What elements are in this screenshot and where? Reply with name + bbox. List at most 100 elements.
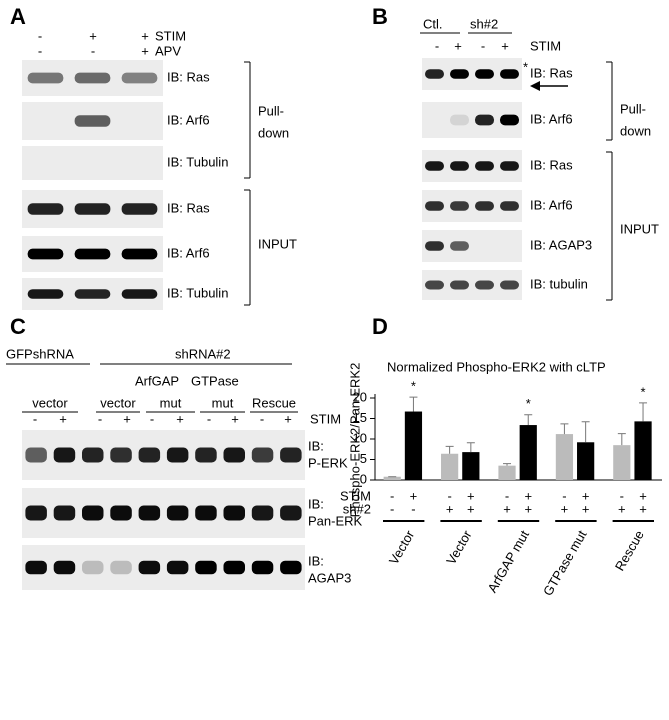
error-bar (503, 463, 512, 466)
band (195, 447, 217, 463)
band (27, 203, 64, 215)
condition-sign: - (38, 28, 42, 43)
band (27, 72, 64, 84)
blot-label: IB: Ras (530, 157, 573, 172)
band (475, 114, 494, 126)
y-tick-label: 0 (360, 471, 367, 486)
bracket-label: INPUT (620, 221, 659, 236)
blot-label: IB: Arf6 (530, 197, 573, 212)
band (138, 447, 161, 463)
condition-sign: + (503, 501, 511, 516)
band (223, 505, 246, 521)
condition-name: STIM (530, 38, 561, 53)
axis-label: Phospho-ERK2/Pan-ERK2 (347, 363, 362, 518)
band (110, 505, 132, 521)
blot-label: IB: tubulin (530, 276, 588, 291)
band (450, 201, 469, 211)
band (166, 560, 189, 575)
condition-sign: + (524, 501, 532, 516)
error-bar (409, 396, 418, 412)
condition-sign: - (435, 38, 439, 53)
lane-label: mut (212, 395, 234, 410)
condition-sign: + (524, 488, 532, 503)
band (121, 248, 158, 260)
band (121, 72, 158, 84)
condition-name: STIM (340, 488, 371, 503)
condition-sign: + (561, 501, 569, 516)
band (81, 560, 104, 575)
arrow-head (530, 81, 540, 91)
significance: * (526, 396, 531, 411)
group-label: sh#2 (470, 16, 498, 31)
band (475, 280, 494, 290)
group-label: Ctl. (423, 16, 443, 31)
band (425, 69, 444, 79)
blot-label: P-ERK (308, 455, 348, 470)
condition-sign: + (501, 38, 509, 53)
condition-name: sh#2 (343, 501, 371, 516)
error-bar (560, 423, 569, 435)
bracket-label: Pull- (258, 103, 284, 118)
error-bar (581, 421, 590, 443)
band (280, 447, 302, 463)
blot-label: IB: Arf6 (167, 245, 210, 260)
condition-sign: + (123, 411, 131, 426)
band (81, 447, 104, 463)
band (138, 560, 161, 575)
band (280, 505, 302, 521)
band (121, 289, 158, 299)
blot-label: AGAP3 (308, 570, 351, 585)
condition-sign: - (390, 501, 394, 516)
condition-sign: + (176, 411, 184, 426)
condition-sign: - (447, 488, 451, 503)
band (74, 203, 111, 215)
group-label: shRNA#2 (175, 346, 231, 361)
band (500, 69, 519, 79)
condition-sign: - (207, 411, 211, 426)
blot-label: IB: AGAP3 (530, 237, 592, 252)
band (74, 115, 111, 127)
band (223, 560, 246, 575)
bar (404, 411, 423, 480)
band (121, 203, 158, 215)
condition-sign: - (260, 411, 264, 426)
blot-label: Pan-ERK (308, 513, 363, 528)
chart-title: Normalized Phospho-ERK2 with cLTP (387, 359, 606, 374)
band (500, 114, 519, 126)
band (27, 289, 64, 299)
bar (519, 425, 537, 480)
condition-sign: + (467, 488, 475, 503)
bracket-label: Pull- (620, 101, 646, 116)
error-bar (466, 442, 475, 453)
condition-name: APV (155, 43, 181, 58)
band (450, 241, 469, 251)
blot-label: IB: Ras (530, 65, 573, 80)
band (450, 161, 469, 171)
band (110, 560, 132, 575)
bracket-label: down (258, 125, 289, 140)
band (425, 161, 444, 171)
panel-label: C (10, 314, 26, 339)
significance: * (641, 384, 646, 399)
band (425, 280, 444, 290)
condition-sign: + (582, 488, 590, 503)
lane-label: vector (100, 395, 136, 410)
bracket-label: INPUT (258, 236, 297, 251)
condition-sign: - (150, 411, 154, 426)
blot (22, 146, 163, 180)
construct-label: GTPase (191, 373, 239, 388)
band (25, 447, 47, 463)
blot-label: IB: Ras (167, 200, 210, 215)
error-bar (639, 402, 648, 422)
condition-sign: - (620, 488, 624, 503)
condition-sign: + (284, 411, 292, 426)
panel-label: A (10, 4, 26, 29)
condition-sign: + (231, 411, 239, 426)
band (450, 69, 469, 79)
bracket-label: down (620, 123, 651, 138)
blot-label: IB: Tubulin (167, 154, 228, 169)
condition-name: STIM (310, 411, 341, 426)
band (251, 447, 274, 463)
y-tick-label: 15 (353, 410, 367, 425)
band (425, 241, 444, 251)
